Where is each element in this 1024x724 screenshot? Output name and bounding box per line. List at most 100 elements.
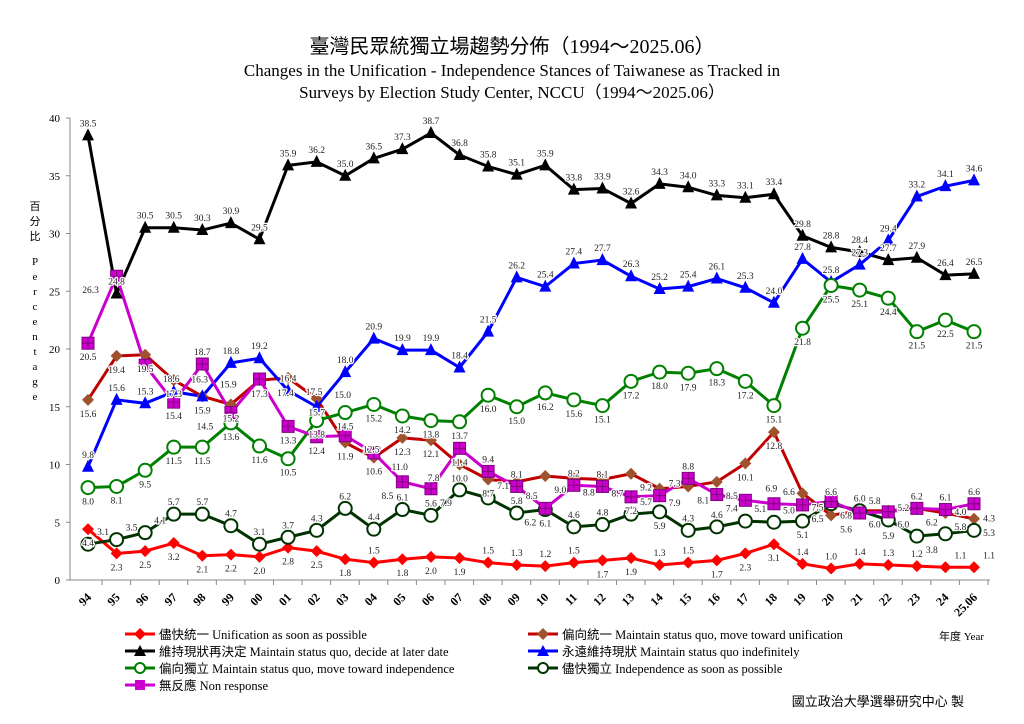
data-point-cross (339, 429, 352, 442)
y-axis-label-char: 百 (29, 201, 41, 213)
data-label: 6.0 (897, 521, 909, 531)
data-point (424, 434, 437, 447)
data-label: 22.5 (937, 330, 954, 340)
data-label: 15.1 (594, 416, 611, 426)
data-point (310, 392, 323, 405)
data-point (82, 128, 94, 141)
data-label: 27.4 (566, 248, 583, 258)
data-label: 18.0 (651, 382, 668, 392)
data-point (310, 399, 323, 412)
legend-item: 儘快獨立 Independence as soon as possible (528, 658, 782, 677)
data-point (795, 320, 811, 336)
data-point-cross (882, 505, 895, 518)
data-point (80, 480, 96, 496)
data-label: 19.2 (251, 342, 268, 352)
data-label: 7.3 (669, 480, 681, 490)
chart-subtitle: Changes in the Unification - Independenc… (243, 61, 781, 102)
series-lines (86, 131, 975, 570)
data-point (282, 158, 295, 171)
data-point (394, 408, 410, 424)
data-point-cross (853, 507, 866, 520)
data-label: 14.5 (337, 423, 354, 433)
data-point (682, 279, 695, 292)
y-axis-label-char: t (33, 346, 37, 358)
x-tick-label: 25.06 (951, 590, 980, 619)
data-label: 1.3 (511, 549, 523, 559)
data-point (109, 478, 125, 494)
data-label: 9.2 (640, 484, 652, 494)
data-point-cross (110, 270, 123, 283)
data-point (653, 558, 666, 571)
legend-swatch (528, 627, 558, 640)
data-label: 9.8 (82, 451, 94, 461)
data-label: 4.7 (225, 510, 237, 520)
data-label: 24.4 (880, 308, 897, 318)
data-label: 15.3 (137, 387, 154, 397)
chart-title: 臺灣民眾統獨立場趨勢分佈（1994～2025.06） (309, 36, 715, 58)
data-point (882, 558, 895, 571)
data-point (767, 295, 780, 308)
data-point (367, 556, 380, 569)
data-label: 6.2 (926, 518, 938, 528)
data-label: 29.8 (794, 220, 811, 230)
data-point-cross (196, 358, 209, 371)
data-label: 15.1 (766, 416, 783, 426)
data-point (82, 523, 94, 536)
data-point-cross (767, 497, 780, 510)
data-point (653, 281, 666, 294)
data-label: 5.9 (654, 522, 666, 532)
data-label: 2.8 (282, 558, 294, 568)
data-point (166, 439, 182, 455)
data-label: 18.4 (451, 351, 468, 361)
data-point (510, 558, 523, 571)
x-tick-label: 24 (933, 590, 951, 608)
data-point (480, 387, 496, 403)
data-point (623, 506, 639, 522)
data-label: 8.0 (82, 498, 94, 508)
data-label: 24.0 (766, 287, 783, 297)
data-label: 19.9 (394, 334, 411, 344)
data-point (739, 457, 752, 470)
data-point (139, 396, 152, 409)
x-tick-label: 08 (476, 590, 494, 608)
y-tick-label: 40 (49, 113, 61, 125)
data-point (939, 179, 952, 192)
data-label: 6.9 (765, 484, 777, 494)
data-point (253, 351, 266, 364)
data-label: 28.4 (851, 236, 868, 246)
data-label: 3.5 (126, 524, 138, 534)
data-label: 4.6 (568, 511, 580, 521)
data-label: 35.9 (280, 149, 297, 159)
legend-swatch (125, 627, 155, 640)
y-axis-label-char: e (32, 271, 38, 283)
data-point (566, 519, 582, 535)
data-label: 15.0 (508, 417, 525, 427)
data-label: 5.8 (869, 497, 881, 507)
legend-swatch (125, 644, 155, 656)
data-label: 1.5 (568, 547, 580, 557)
data-label: 10.1 (737, 473, 754, 483)
data-point-cross (396, 475, 409, 488)
data-point (110, 392, 123, 405)
data-point (110, 349, 123, 362)
x-tick-label: 10 (533, 590, 551, 608)
data-label: 7.9 (669, 499, 681, 509)
data-point (339, 168, 352, 181)
data-point (537, 385, 553, 401)
data-point (194, 506, 210, 522)
data-label: 8.1 (111, 496, 123, 506)
data-point (482, 556, 495, 569)
data-point (796, 251, 809, 264)
data-label: 26.2 (508, 261, 525, 271)
data-label: 27.7 (594, 244, 611, 254)
data-label: 3.8 (926, 546, 938, 556)
data-label: 35.0 (337, 160, 354, 170)
data-label: 8.5 (526, 492, 538, 502)
data-point (767, 187, 780, 200)
data-label: 17.9 (680, 383, 697, 393)
data-label: 30.3 (194, 214, 211, 224)
data-label: 21.5 (480, 316, 497, 326)
data-point-cross (453, 442, 466, 455)
data-label: 6.1 (539, 520, 551, 530)
